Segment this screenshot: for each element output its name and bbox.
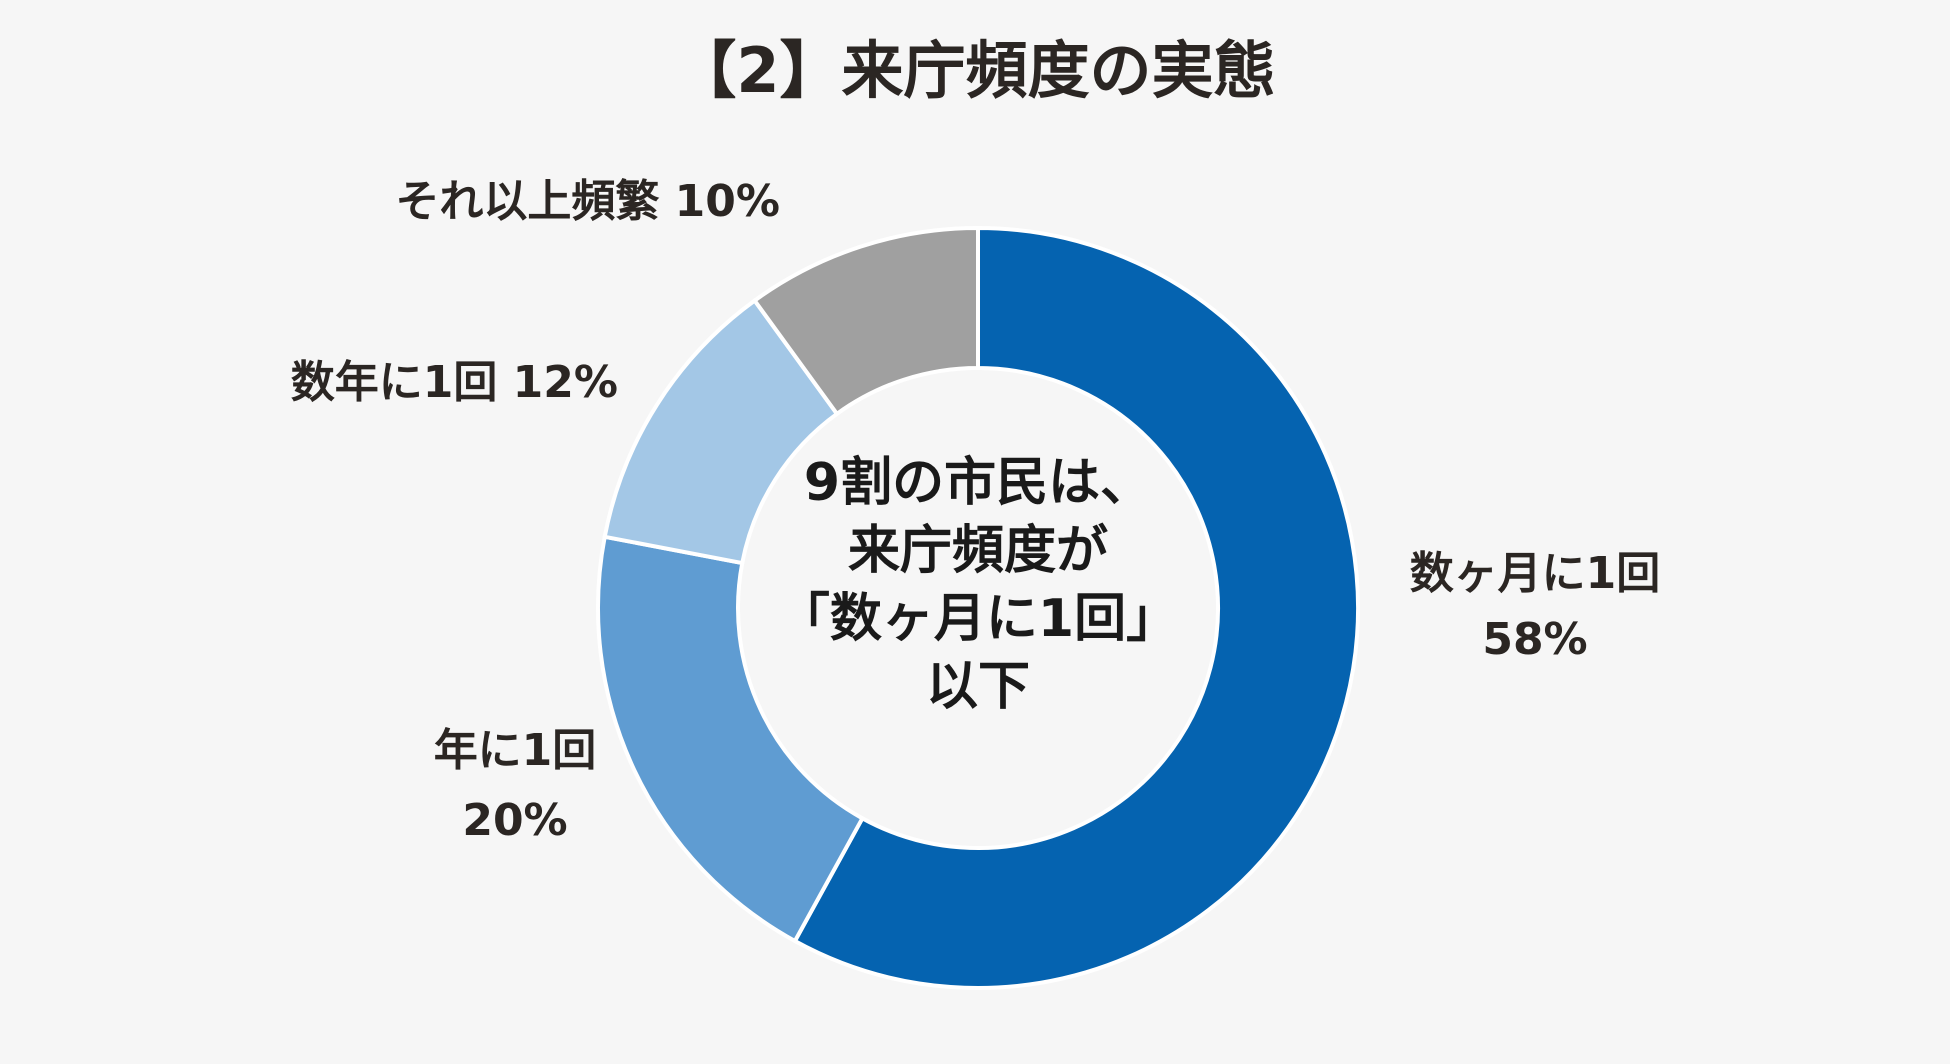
donut-slice xyxy=(751,225,980,417)
slice-label-line: 20% xyxy=(462,795,567,846)
slice-label-line: 数年に1回 12% xyxy=(291,357,618,408)
center-label: 9割の市民は、来庁頻度が「数ヶ月に1回」以下 xyxy=(778,453,1178,717)
slice-label-line: それ以上頻繁 10% xyxy=(395,176,780,227)
slice-label: 数年に1回 12% xyxy=(291,357,618,408)
slice-label-line: 58% xyxy=(1482,614,1587,665)
slice-label: 年に1回 20% xyxy=(434,725,597,846)
slice-label-line: 数ヶ月に1回 xyxy=(1410,548,1661,599)
slice-label: それ以上頻繁 10% xyxy=(395,176,780,227)
donut-slice xyxy=(596,534,866,944)
center-text-line: 以下 xyxy=(926,657,1030,717)
donut-slices xyxy=(596,225,1360,990)
center-text-line: 9割の市民は、 xyxy=(804,453,1152,513)
slice-labels: 数ヶ月に1回 58% 年に1回 20% 数年に1回 12% それ以上頻繁 10% xyxy=(291,176,1661,846)
chart-title: 【2】来庁頻度の実態 xyxy=(674,34,1275,107)
slice-label-line: 年に1回 xyxy=(434,725,597,776)
slice-label: 数ヶ月に1回 58% xyxy=(1410,548,1661,665)
center-text-line: 「数ヶ月に1回」 xyxy=(778,589,1178,649)
donut-slice xyxy=(792,225,1360,990)
center-text-line: 来庁頻度が xyxy=(848,521,1108,581)
